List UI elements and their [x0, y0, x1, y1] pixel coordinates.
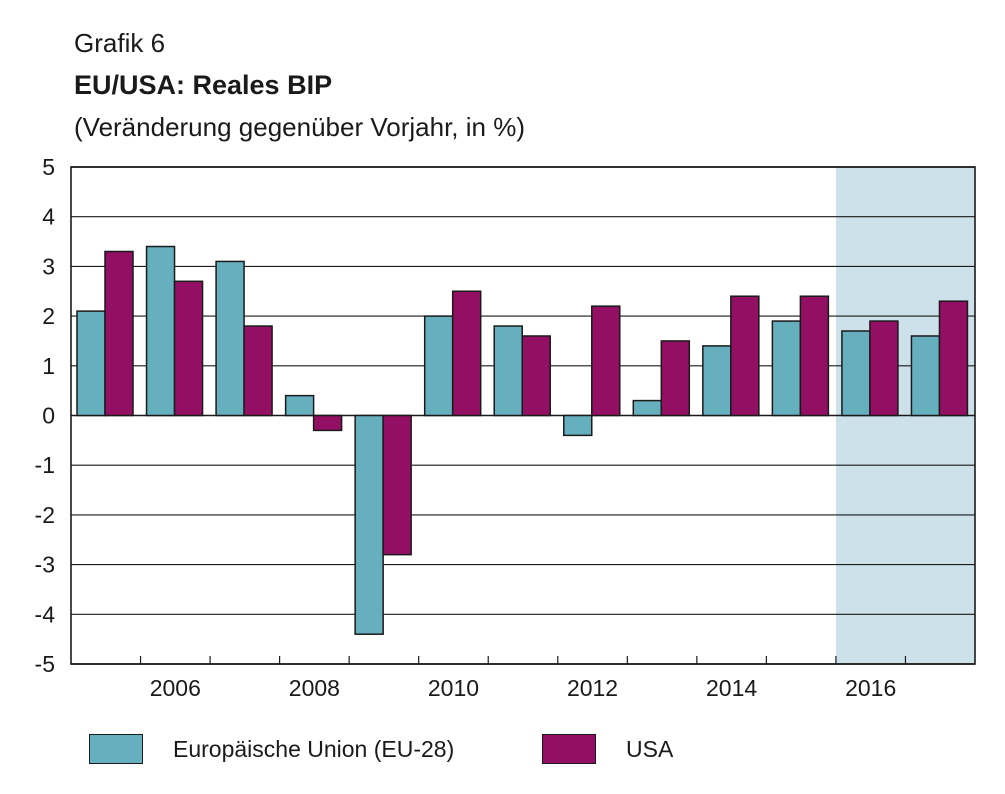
bar-eu-2007 — [215, 260, 245, 417]
bar-usa-2011 — [521, 335, 551, 417]
bar-eu-2013 — [632, 399, 663, 417]
bar-usa-2009 — [382, 414, 412, 556]
bar-usa-2010 — [451, 290, 482, 417]
bar-eu-2005 — [76, 310, 106, 417]
bar-usa-2005 — [104, 250, 134, 417]
chart-title: EU/USA: Reales BIP — [74, 70, 333, 100]
bar-eu-2006 — [145, 245, 176, 417]
legend-swatch-eu — [89, 734, 143, 764]
y-tick-label: 0 — [42, 403, 55, 429]
legend-item-eu: Europäische Union (EU-28) — [89, 734, 454, 764]
y-tick-label: 2 — [42, 303, 55, 329]
bar-eu-2010 — [423, 315, 454, 417]
bar-usa-2012 — [591, 305, 621, 417]
bar-usa-2013 — [660, 340, 691, 417]
x-tick-label: 2016 — [845, 675, 896, 701]
x-tick-label: 2014 — [706, 675, 757, 701]
chart-legend: Europäische Union (EU-28) USA — [0, 734, 1005, 774]
bar-usa-2015 — [799, 295, 830, 417]
y-tick-label: 1 — [42, 353, 55, 379]
legend-swatch-usa — [542, 734, 596, 764]
bar-usa-2017 — [938, 300, 969, 417]
y-tick-label: -4 — [35, 601, 56, 627]
x-tick-label: 2006 — [150, 675, 201, 701]
bar-eu-2014 — [702, 345, 732, 417]
bar-usa-2014 — [730, 295, 760, 417]
bar-eu-2011 — [493, 325, 523, 417]
bar-eu-2017 — [910, 335, 941, 417]
bar-eu-2016 — [841, 330, 871, 417]
bar-eu-2012 — [563, 414, 593, 437]
bar-usa-2006 — [173, 280, 204, 417]
bar-usa-2008 — [312, 414, 343, 432]
legend-item-usa: USA — [542, 734, 673, 764]
y-tick-label: 4 — [42, 204, 55, 230]
y-tick-label: -1 — [35, 452, 55, 478]
chart-subtitle: (Veränderung gegenüber Vorjahr, in %) — [74, 112, 525, 142]
bar-chart: 5 4 3 2 1 0 -1 -2 -3 -4 -5 2006 2008 2010 2012 2014 2016 — [35, 154, 976, 701]
plot-frame — [70, 166, 976, 665]
bar-usa-2007 — [243, 325, 273, 417]
legend-label-usa: USA — [626, 735, 674, 762]
y-tick-label: 3 — [42, 253, 55, 279]
y-tick-label: -3 — [35, 552, 55, 578]
bar-eu-2008 — [284, 394, 315, 417]
x-tick-label: 2012 — [567, 675, 618, 701]
x-tick-label: 2008 — [289, 675, 340, 701]
y-tick-label: -5 — [35, 651, 55, 677]
bar-eu-2015 — [771, 320, 802, 417]
bar-eu-2009 — [354, 414, 384, 635]
bar-usa-2016 — [869, 320, 899, 417]
chart-label: Grafik 6 — [74, 28, 166, 58]
legend-label-eu: Europäische Union (EU-28) — [173, 735, 455, 762]
x-tick-label: 2010 — [428, 675, 479, 701]
y-tick-label: 5 — [42, 154, 55, 180]
y-tick-label: -2 — [35, 502, 55, 528]
